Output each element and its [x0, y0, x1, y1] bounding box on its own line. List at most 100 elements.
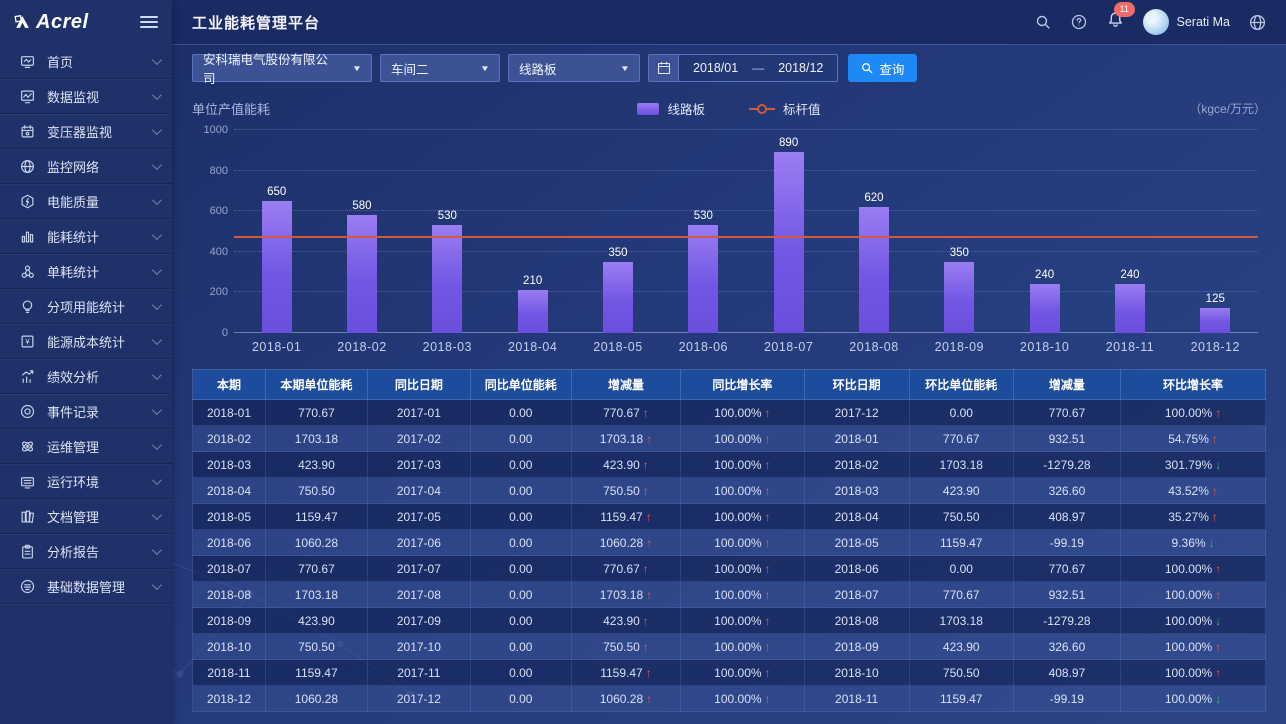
sidebar-item-energy-stats[interactable]: 能耗统计 [0, 219, 172, 254]
bar-2018-09[interactable] [944, 261, 975, 333]
arrow-up-icon: ↑ [1211, 431, 1218, 446]
sidebar-item-operating-environment[interactable]: 运行环境 [0, 464, 172, 499]
bar-group-2018-02: 580 [319, 130, 404, 333]
sidebar-item-label: 分析报告 [47, 544, 100, 560]
date-end-value[interactable]: 2018/12 [778, 61, 824, 75]
sidebar-item-label: 单耗统计 [47, 264, 100, 280]
sidebar-item-data-monitoring[interactable]: 数据监视 [0, 79, 172, 114]
gridline: 800 [210, 165, 1258, 177]
x-axis-line: 0 [222, 327, 1258, 339]
sidebar-item-power-quality[interactable]: 电能质量 [0, 184, 172, 219]
table-cell: 2017-04 [366, 477, 471, 504]
table-cell: 423.90 [264, 607, 368, 634]
column-header: 环比日期 [803, 369, 910, 400]
legend-item-benchmark[interactable]: 标杆值 [749, 99, 821, 118]
sidebar: Acrel 首页 数据监视 变压器监视 监控网络 电能质量 能耗统计 单耗统计 分项用能统计 ¥… [0, 0, 172, 724]
unit-consumption-icon [19, 263, 36, 280]
bar-2018-05[interactable] [602, 261, 633, 333]
column-header: 同比增长率 [680, 369, 805, 400]
table-cell: 1159.47 [264, 659, 368, 686]
energy-stats-icon [19, 228, 36, 245]
x-axis-tick-label: 2018-04 [507, 340, 558, 354]
language-globe-icon[interactable] [1249, 14, 1266, 31]
report-icon [19, 543, 36, 560]
date-start-value[interactable]: 2018/01 [693, 61, 739, 75]
arrow-up-icon: ↑ [1215, 587, 1222, 602]
table-row: 2018-07 770.67 2017-07 0.00 770.67 ↑ 100.00% ↑ 2… [192, 555, 1266, 582]
sidebar-item-label: 运维管理 [47, 439, 100, 455]
table-cell: -1279.28 [1012, 451, 1122, 478]
search-icon[interactable] [1035, 14, 1052, 31]
table-cell: 100.00% ↑ [680, 529, 805, 556]
power-quality-icon [19, 193, 36, 210]
performance-icon [19, 368, 36, 385]
arrow-up-icon: ↑ [764, 431, 771, 446]
table-cell: 0.00 [469, 581, 572, 608]
sidebar-item-home[interactable]: 首页 [0, 44, 172, 79]
bar-series: 650 580 530 210 350 530 890 620 350 240 240 125 [234, 130, 1258, 333]
sidebar-item-transformer-monitoring[interactable]: 变压器监视 [0, 114, 172, 149]
arrow-up-icon: ↑ [642, 639, 649, 654]
bar-2018-03[interactable] [432, 225, 463, 333]
chart-x-axis-labels: 2018-01 2018-02 2018-03 2018-04 2018-05 2018-… [234, 340, 1258, 354]
date-range-picker[interactable]: 2018/01 — 2018/12 [648, 54, 839, 82]
sidebar-item-basic-data-management[interactable]: 基础数据管理 [0, 569, 172, 604]
chevron-down-icon [151, 579, 162, 590]
base-data-icon [19, 578, 36, 595]
bar-value-label: 240 [1035, 269, 1055, 282]
help-icon[interactable] [1071, 14, 1088, 31]
bar-2018-11[interactable] [1114, 284, 1145, 333]
sidebar-item-subentry-energy-stats[interactable]: 分项用能统计 [0, 289, 172, 324]
sidebar-item-analysis-report[interactable]: 分析报告 [0, 534, 172, 569]
bar-2018-08[interactable] [858, 207, 889, 333]
bar-2018-04[interactable] [517, 290, 548, 333]
benchmark-swatch [749, 107, 775, 110]
table-cell: 35.27% ↑ [1120, 503, 1266, 530]
line-select[interactable]: 线路板 ▼ [508, 54, 640, 82]
table-cell: 2018-07 [803, 581, 910, 608]
query-button[interactable]: 查询 [848, 54, 918, 82]
gridline: 1000 [204, 124, 1258, 136]
sidebar-item-event-log[interactable]: 事件记录 [0, 394, 172, 429]
table-row: 2018-09 423.90 2017-09 0.00 423.90 ↑ 100.00% ↑ 2… [192, 607, 1266, 634]
menu-collapse-icon[interactable] [140, 13, 158, 31]
bar-2018-06[interactable] [688, 225, 719, 333]
table-cell: 2017-01 [366, 399, 471, 426]
table-cell: 408.97 [1012, 659, 1122, 686]
sidebar-item-document-management[interactable]: 文档管理 [0, 499, 172, 534]
sidebar-item-network-monitoring[interactable]: 监控网络 [0, 149, 172, 184]
sidebar-item-maintenance-management[interactable]: 运维管理 [0, 429, 172, 464]
environment-icon [19, 473, 36, 490]
notifications-bell-icon[interactable]: 11 [1107, 2, 1135, 33]
bar-2018-01[interactable] [261, 201, 292, 333]
bar-2018-07[interactable] [773, 152, 804, 333]
legend-label: 标杆值 [783, 103, 821, 117]
arrow-up-icon: ↑ [1211, 483, 1218, 498]
x-axis-tick-label: 2018-08 [849, 340, 899, 354]
user-menu[interactable]: Serati Ma [1142, 9, 1230, 35]
network-monitor-icon [19, 158, 36, 175]
bar-2018-12[interactable] [1200, 307, 1231, 333]
arrow-up-icon: ↑ [645, 665, 652, 680]
bar-group-2018-08: 620 [831, 130, 916, 333]
table-cell: 1060.28 ↑ [570, 685, 682, 712]
chart-title: 单位产值能耗 [192, 102, 271, 117]
table-cell: 326.60 [1012, 477, 1122, 504]
company-select[interactable]: 安科瑞电气股份有限公司 ▼ [192, 53, 372, 86]
arrow-up-icon: ↑ [764, 587, 771, 602]
bar-2018-02[interactable] [346, 215, 377, 333]
bar-value-label: 530 [693, 210, 713, 223]
chart-legend: 线路板 标杆值 [637, 99, 821, 118]
table-cell: 100.00% ↑ [680, 399, 805, 426]
sidebar-item-label: 数据监视 [47, 89, 100, 105]
table-cell: 100.00% ↑ [680, 451, 805, 478]
sidebar-item-energy-cost-stats[interactable]: ¥ 能源成本统计 [0, 324, 172, 359]
arrow-up-icon: ↑ [1215, 405, 1222, 420]
bar-value-label: 350 [949, 246, 969, 259]
legend-item-bar-series[interactable]: 线路板 [637, 99, 705, 118]
workshop-select[interactable]: 车间二 ▼ [380, 54, 500, 82]
sidebar-item-unit-consumption-stats[interactable]: 单耗统计 [0, 254, 172, 289]
bar-2018-10[interactable] [1029, 284, 1060, 333]
bar-group-2018-09: 350 [917, 130, 1002, 333]
sidebar-item-performance-analysis[interactable]: 绩效分析 [0, 359, 172, 394]
